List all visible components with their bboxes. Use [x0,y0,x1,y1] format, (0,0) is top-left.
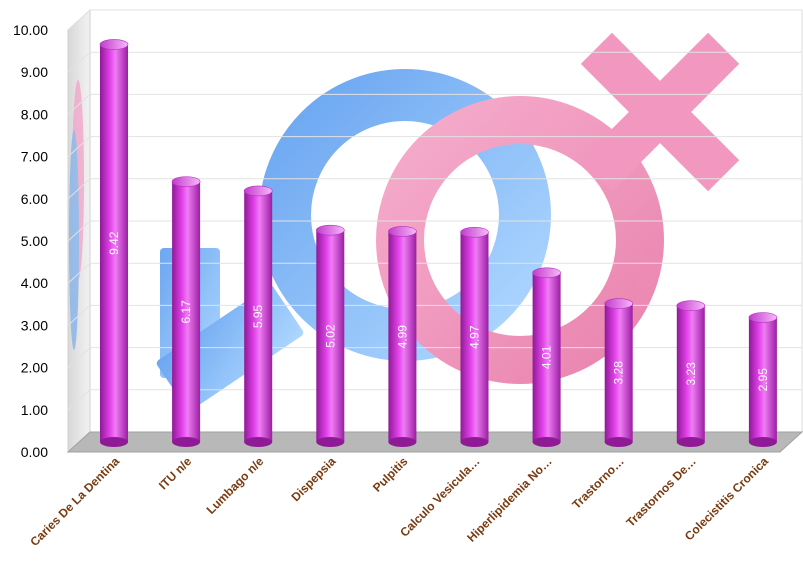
x-tick-label: ITU n/e [156,454,194,492]
bar-body [532,272,561,442]
y-tick-label: 7.00 [21,149,48,165]
bar-base [604,437,633,447]
data-label: 4.01 [540,345,554,369]
grid-line-side [67,305,91,326]
grid-line-side [67,51,91,73]
bar-base [388,437,417,447]
grid-line-side [67,94,91,115]
x-tick-label: Trastorno… [569,454,627,512]
bar-cap [748,312,778,323]
grid-line-side [67,220,91,242]
grid-line-side [67,9,91,31]
grid-line-side [67,347,91,368]
bar-cap [532,267,561,279]
x-tick-label: Lumbago n/e [204,454,267,517]
bar-cap [604,298,634,309]
x-tick-label: Trastornos De… [623,454,698,529]
bar: 9.42 [99,39,129,447]
bar-cap [99,39,129,50]
bar-base [316,437,345,447]
bar: 6.17 [171,176,201,447]
bar: 4.01 [532,267,561,447]
bar-body [388,231,417,442]
y-tick-label: 3.00 [21,317,48,333]
y-tick-label: 5.00 [21,233,48,249]
y-tick-label: 4.00 [21,275,48,291]
data-label: 4.97 [468,325,482,349]
bar-body [676,305,705,442]
bar-base [676,437,705,447]
bar: 4.99 [388,226,417,447]
bar-body [748,317,777,442]
bar-body [172,181,201,442]
bar-cap [171,176,201,187]
data-label: 9.42 [107,231,121,255]
bar: 2.95 [748,312,778,447]
bar-body [316,230,345,442]
bar-cap [315,224,345,236]
y-tick-label: 8.00 [21,106,48,122]
y-tick-label: 0.00 [21,444,48,460]
data-label: 2.95 [756,368,770,392]
x-tick-label: Calculo Vesicula… [397,454,482,539]
grid-line-side [67,262,91,284]
bar-base [532,437,561,447]
data-label: 4.99 [395,325,409,349]
bar-body [604,303,633,442]
bar-cap [676,300,706,311]
grid-line-side [67,136,91,157]
grid-line-side [67,178,91,200]
bar: 3.28 [604,298,634,447]
grid-line-side [67,389,91,411]
bar: 5.95 [243,185,273,447]
y-tick-label: 10.00 [13,22,48,38]
bar-base [460,437,489,447]
bar-cap [460,226,489,238]
data-label: 5.95 [251,304,265,328]
bar-base [172,437,201,447]
y-tick-label: 2.00 [21,360,48,376]
bar: 5.02 [315,224,345,447]
x-tick-label: Dispepsia [288,454,338,504]
bar: 4.97 [460,226,489,447]
data-label: 5.02 [323,324,337,348]
bar-base [100,437,128,447]
y-tick-label: 9.00 [21,64,48,80]
bar-cap [243,185,273,197]
bar-base [244,437,273,447]
data-label: 6.17 [179,300,193,324]
bar-cap [388,226,417,237]
x-tick-label: Caries De La Dentina [27,454,122,549]
y-tick-label: 1.00 [21,402,48,418]
side-gender-symbol-icon [69,80,84,350]
bar-body [244,190,273,442]
y-tick-label: 6.00 [21,191,48,207]
x-axis: Caries De La Dentina ITU n/e Lumbago n/e Di… [27,454,771,549]
bar-body [460,232,489,442]
x-tick-label: Pulpitis [370,454,411,495]
data-label: 3.23 [684,362,698,386]
data-label: 3.28 [612,361,626,385]
bar: 3.23 [676,300,706,447]
bars: 9.42 6.17 5.95 5.02 4.99 4.97 4.01 3.28 3.23 2.95 [99,39,778,447]
bar-base [748,437,777,447]
y-axis: 0.00 1.00 2.00 3.00 4.00 5.00 6.00 7.00 8.00 9.00… [13,22,48,460]
bar-body [100,44,128,442]
